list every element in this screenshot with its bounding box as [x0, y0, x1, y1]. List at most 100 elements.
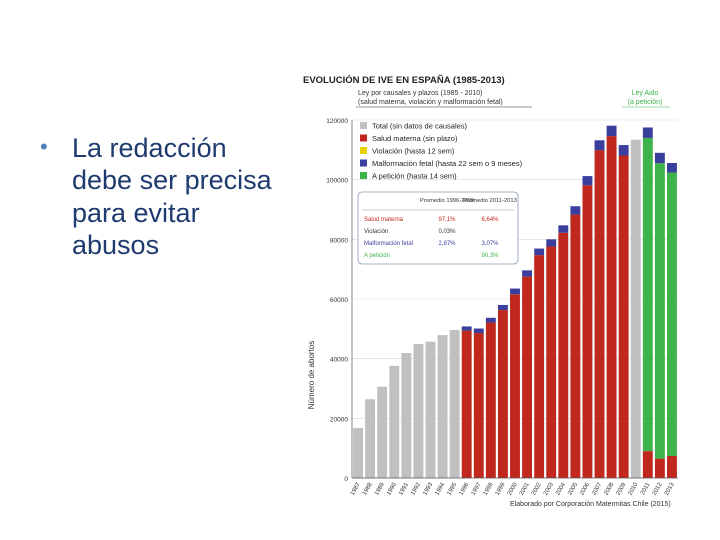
bar-segment — [485, 322, 496, 478]
x-tick-label: 1996 — [459, 481, 471, 496]
x-tick-label: 1995 — [446, 481, 458, 496]
legend: Total (sin datos de causales) Salud mater… — [360, 122, 523, 181]
y-tick-label: 80000 — [330, 237, 348, 244]
bar-segment — [606, 125, 617, 137]
legend-label: Violación (hasta 12 sem) — [372, 147, 455, 156]
bullet-dot: • — [40, 134, 48, 159]
x-tick-label: 2010 — [628, 481, 640, 496]
legend-swatch — [360, 159, 367, 167]
x-tick-label: 1989 — [374, 481, 386, 496]
x-tick-label: 1994 — [434, 481, 446, 496]
bar-segment — [473, 328, 484, 334]
x-tick-label: 2011 — [640, 481, 652, 496]
bar-segment — [654, 163, 665, 459]
x-tick-label: 1999 — [495, 481, 507, 496]
period-label-line: Ley por causales y plazos (1985 - 2010) — [358, 90, 483, 97]
inset-row-label: A petición — [364, 253, 390, 259]
bar-segment — [497, 304, 508, 311]
bar-segment — [594, 150, 605, 478]
legend-label: A petición (hasta 14 sem) — [372, 172, 457, 181]
bullet-line-2: debe ser precisa — [72, 165, 272, 196]
x-tick-label: 2006 — [579, 481, 591, 496]
x-tick-label: 2005 — [567, 481, 579, 496]
x-tick-label: 2008 — [603, 481, 615, 496]
bar-segment — [667, 455, 677, 478]
bar-segment — [546, 246, 557, 478]
x-tick-label: 2012 — [652, 481, 664, 496]
x-tick-label: 1991 — [398, 481, 410, 496]
legend-swatch — [360, 147, 367, 154]
bar-segment — [582, 185, 593, 478]
bar-segment — [558, 232, 569, 478]
x-tick-label: 1987 — [350, 481, 362, 496]
bar-segment — [570, 206, 581, 215]
x-tick-label: 1997 — [471, 481, 483, 496]
bar-segment — [485, 317, 496, 323]
chart-title: EVOLUCIÓN DE IVE EN ESPAÑA (1985-2013) — [303, 74, 505, 86]
bar-segment — [425, 341, 436, 478]
legend-swatch — [360, 122, 367, 129]
inset-header: Promedio 2011-2013 — [463, 198, 517, 204]
inset-row-label: Violación — [364, 229, 388, 235]
bar-segment — [558, 225, 569, 233]
bullet-text: La redacción debe ser precisa para evita… — [72, 132, 312, 262]
bar-segment — [510, 288, 520, 295]
inset-row-label: Salud materna — [364, 217, 404, 223]
bullet-line-1: La redacción — [72, 133, 227, 163]
bar-segment — [630, 139, 641, 478]
bar-segment — [377, 386, 388, 478]
x-tick-label: 1998 — [483, 481, 495, 496]
period-label-line: (a petición) — [628, 99, 663, 106]
inset-value: 0,03% — [438, 229, 456, 235]
inset-value: 6,64% — [481, 217, 499, 223]
bar-segment — [389, 365, 400, 478]
bar-segment — [667, 172, 677, 456]
legend-swatch — [360, 134, 367, 142]
bar-segment — [437, 335, 448, 478]
inset-value: 2,87% — [438, 241, 456, 247]
x-tick-label: 2004 — [555, 481, 567, 496]
bar-segment — [546, 239, 557, 247]
bar-segment — [401, 353, 412, 478]
abortion-evolution-chart: EVOLUCIÓN DE IVE EN ESPAÑA (1985-2013) N… — [303, 74, 678, 508]
y-tick-label: 100000 — [326, 178, 348, 185]
inset-value: 90,3% — [481, 253, 499, 259]
legend-label: Total (sin datos de causales) — [372, 122, 468, 131]
bar-segment — [654, 152, 665, 164]
y-axis-label: Número de abortos — [307, 341, 316, 409]
bar-segment — [667, 162, 677, 173]
y-tick-label: 0 — [344, 476, 348, 483]
bar-segment — [606, 136, 617, 479]
bar-segment — [522, 276, 533, 479]
bar-segment — [353, 427, 363, 478]
bar-segment — [654, 458, 665, 478]
inset-row-label: Malformación fetal — [364, 241, 413, 247]
legend-swatch — [360, 172, 367, 179]
bar-segment — [642, 137, 653, 452]
period-annotations: Ley por causales y plazos (1985 - 2010) (… — [356, 90, 670, 108]
bar-segment — [497, 310, 508, 478]
x-tick-label: 2002 — [531, 481, 543, 496]
x-tick-label: 2000 — [507, 481, 519, 496]
bar-segment — [618, 145, 629, 156]
x-axis: 1987 1988 1989 1990 1991 1992 1993 1994 1995 1996… — [350, 481, 676, 496]
bar-segment — [449, 330, 460, 478]
bar-segment — [510, 294, 520, 478]
bar-segment — [570, 214, 581, 478]
y-tick-label: 20000 — [330, 416, 348, 423]
legend-label: Salud materna (sin plazo) — [372, 134, 458, 143]
bars — [353, 125, 677, 479]
y-axis: 0 20000 40000 60000 80000 100000 120000 — [326, 118, 678, 483]
bullet-line-4: abusos — [72, 230, 160, 261]
bar-segment — [473, 333, 484, 478]
bar-segment — [534, 248, 545, 256]
bar-segment — [461, 330, 472, 478]
bar-segment — [618, 155, 629, 478]
bullet-line-3: para evitar — [72, 197, 200, 228]
x-tick-label: 2001 — [519, 481, 531, 496]
y-tick-label: 40000 — [330, 357, 348, 364]
x-tick-label: 1990 — [386, 481, 398, 496]
x-tick-label: 2013 — [664, 481, 676, 496]
x-tick-label: 1993 — [422, 481, 434, 496]
